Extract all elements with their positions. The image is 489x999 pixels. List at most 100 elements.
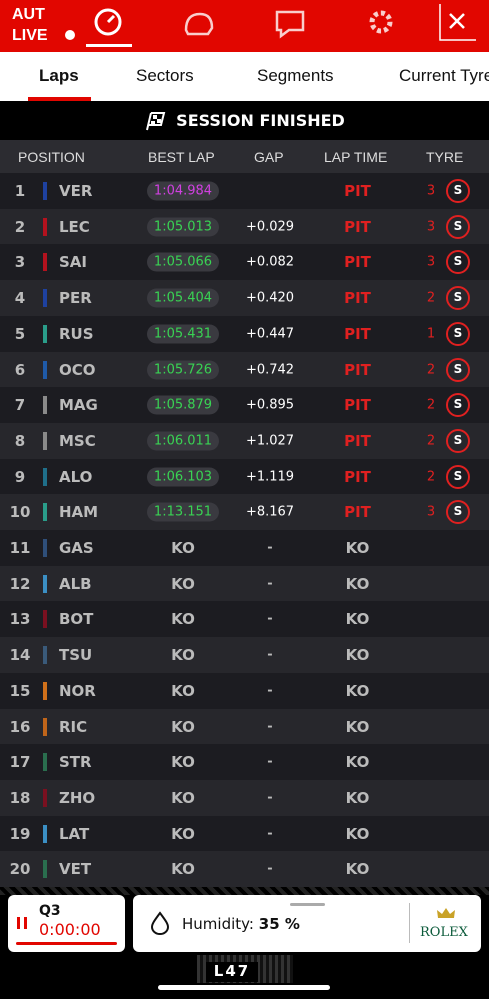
best-lap: 1:05.013 bbox=[147, 217, 219, 237]
home-indicator bbox=[158, 985, 330, 990]
position: 9 bbox=[14, 467, 26, 486]
team-color bbox=[43, 289, 47, 308]
result-row[interactable]: 15 NOR KO - KO bbox=[0, 672, 489, 709]
lap-time: KO bbox=[345, 788, 370, 807]
gap: +0.447 bbox=[245, 326, 295, 342]
tyre-compound: S bbox=[446, 428, 470, 453]
lap-time: KO bbox=[345, 717, 370, 736]
result-row[interactable]: 7 MAG 1:05.879 +0.895 PIT 2 S bbox=[0, 387, 489, 424]
result-row[interactable]: 8 MSC 1:06.011 +1.027 PIT 2 S bbox=[0, 422, 489, 459]
driver: STR bbox=[59, 753, 92, 772]
result-row[interactable]: 3 SAI 1:05.066 +0.082 PIT 3 S bbox=[0, 244, 489, 281]
team-color bbox=[43, 324, 47, 343]
close[interactable] bbox=[449, 13, 465, 29]
team-color bbox=[43, 182, 47, 200]
progress bbox=[16, 942, 117, 945]
tyre-compound: S bbox=[446, 179, 470, 203]
tyre-compound: S bbox=[446, 321, 470, 346]
lap-time: KO bbox=[345, 539, 370, 557]
position: 4 bbox=[14, 289, 26, 308]
position: 7 bbox=[14, 396, 26, 415]
lap-time: KO bbox=[345, 646, 370, 665]
position: 20 bbox=[9, 860, 31, 879]
tab[interactable]: Sectors bbox=[136, 66, 194, 85]
result-row[interactable]: 17 STR KO - KO bbox=[0, 744, 489, 781]
position: 16 bbox=[9, 717, 31, 736]
result-row[interactable]: 5 RUS 1:05.431 +0.447 PIT 1 S bbox=[0, 315, 489, 352]
driver: LAT bbox=[59, 824, 90, 843]
position: 19 bbox=[9, 824, 31, 843]
result-row[interactable]: 19 LAT KO - KO bbox=[0, 815, 489, 852]
gap: +8.167 bbox=[245, 504, 295, 520]
result-row[interactable]: 4 PER 1:05.404 +0.420 PIT 2 S bbox=[0, 280, 489, 317]
tyre-compound: S bbox=[446, 357, 470, 382]
best-lap: KO bbox=[171, 788, 195, 807]
position: 12 bbox=[9, 574, 31, 593]
driver: MSC bbox=[59, 431, 96, 450]
lap-time: PIT bbox=[344, 431, 371, 450]
tab[interactable]: Current Tyres bbox=[399, 66, 489, 85]
position: 5 bbox=[14, 324, 26, 343]
team-color bbox=[43, 788, 47, 807]
gap: - bbox=[267, 719, 273, 734]
result-row[interactable]: 9 ALO 1:06.103 +1.119 PIT 2 S bbox=[0, 458, 489, 495]
top-bar: AUT LIVE bbox=[0, 0, 489, 52]
tabs: Laps Sectors Segments Current Tyres bbox=[0, 52, 489, 101]
result-row[interactable]: 14 TSU KO - KO bbox=[0, 637, 489, 674]
team-color bbox=[43, 253, 47, 272]
driver: ALB bbox=[59, 574, 92, 593]
team-color bbox=[43, 217, 47, 236]
result-row[interactable]: 11 GAS KO - KO bbox=[0, 530, 489, 566]
lap-time: PIT bbox=[344, 503, 371, 522]
driver: VER bbox=[59, 182, 93, 200]
tyre-compound: S bbox=[446, 500, 470, 525]
result-row[interactable]: 2 LEC 1:05.013 +0.029 PIT 3 S bbox=[0, 208, 489, 245]
lap-time: PIT bbox=[344, 217, 371, 236]
tab[interactable]: Segments bbox=[257, 66, 334, 85]
gap: +0.895 bbox=[245, 397, 295, 413]
session-timer: 0:00:00 bbox=[39, 920, 101, 939]
result-row[interactable]: 6 OCO 1:05.726 +0.742 PIT 2 S bbox=[0, 351, 489, 388]
gap: - bbox=[267, 540, 273, 556]
humidity: Humidity: 35 % bbox=[182, 915, 300, 933]
result-row[interactable]: 10 HAM 1:13.151 +8.167 PIT 3 S bbox=[0, 494, 489, 531]
lap-time: PIT bbox=[344, 467, 371, 486]
team-color bbox=[43, 610, 47, 629]
brand: ROLEX bbox=[420, 925, 468, 940]
lap-time: PIT bbox=[344, 324, 371, 343]
driver: BOT bbox=[59, 610, 94, 629]
gap: +1.027 bbox=[245, 433, 295, 449]
gap: - bbox=[267, 611, 273, 627]
tyre-compound: S bbox=[446, 250, 470, 275]
best-lap: 1:05.431 bbox=[147, 324, 219, 344]
tyre-compound: S bbox=[446, 464, 470, 489]
tyre-laps: 3 bbox=[426, 254, 436, 270]
position: 11 bbox=[9, 539, 31, 557]
driver: PER bbox=[59, 289, 92, 308]
tyre-laps: 2 bbox=[426, 433, 436, 449]
gap: +1.119 bbox=[245, 469, 295, 485]
gap: - bbox=[267, 754, 273, 770]
result-row[interactable]: 13 BOT KO - KO bbox=[0, 601, 489, 638]
team-color bbox=[43, 824, 47, 843]
result-row[interactable]: 12 ALB KO - KO bbox=[0, 565, 489, 602]
team-color bbox=[43, 431, 47, 450]
result-row[interactable]: 16 RIC KO - KO bbox=[0, 708, 489, 745]
car-number: L47 bbox=[206, 962, 258, 982]
position: 3 bbox=[14, 253, 26, 272]
result-row[interactable]: 1 VER 1:04.984 PIT 3 S bbox=[0, 173, 489, 209]
driver: TSU bbox=[59, 646, 93, 665]
flag-icon bbox=[146, 111, 166, 130]
result-row[interactable]: 18 ZHO KO - KO bbox=[0, 779, 489, 816]
position: 13 bbox=[9, 610, 31, 629]
tab[interactable]: Laps bbox=[39, 66, 79, 85]
session-card: Q3 0:00:00 bbox=[8, 895, 125, 952]
driver: LEC bbox=[59, 217, 90, 236]
lap-time: PIT bbox=[344, 396, 371, 415]
position: 8 bbox=[14, 431, 26, 450]
best-lap: KO bbox=[171, 574, 195, 593]
team-color bbox=[43, 503, 47, 522]
result-row[interactable]: 20 VET KO - KO bbox=[0, 851, 489, 888]
best-lap: 1:13.151 bbox=[147, 502, 219, 522]
